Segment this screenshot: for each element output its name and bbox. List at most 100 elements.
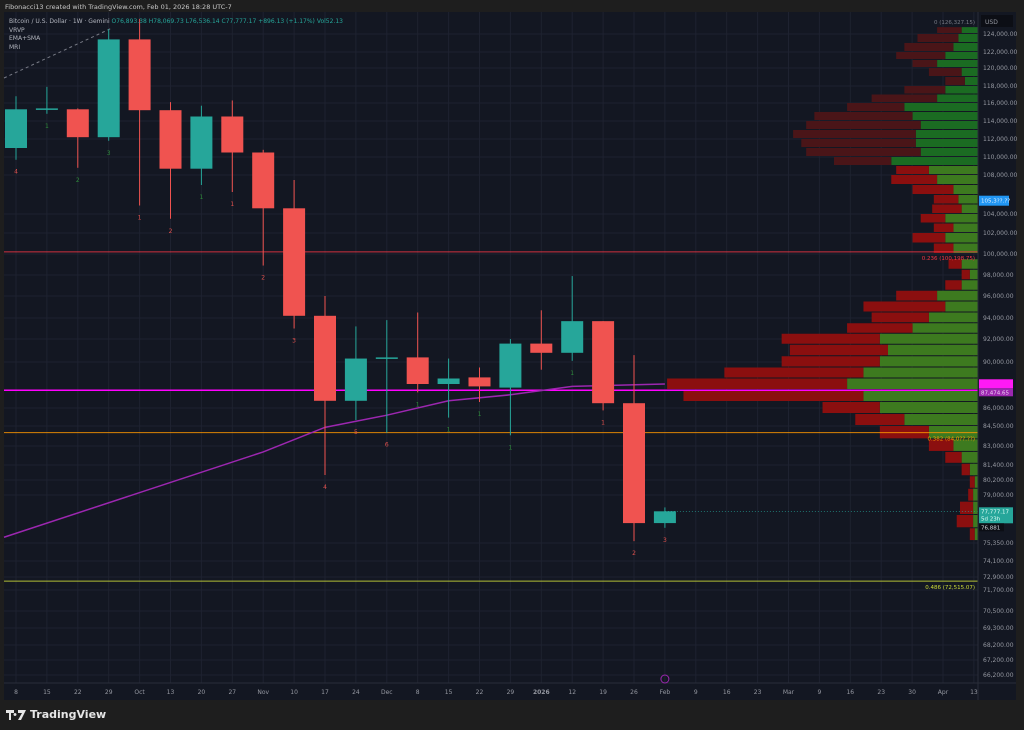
volume-profile-up-bar <box>945 233 978 243</box>
volume-profile-down-bar <box>904 43 954 51</box>
volume-profile-down-bar <box>928 439 954 451</box>
tradingview-logo[interactable]: TradingView <box>6 708 106 721</box>
volume-value: Vol52.13 <box>316 18 343 25</box>
candle-body <box>406 357 429 384</box>
mri-count-label: 6 <box>385 442 389 449</box>
volume-profile-up-bar <box>973 488 978 501</box>
volume-profile-down-bar <box>969 528 975 541</box>
volume-profile-up-bar <box>937 60 978 67</box>
candle-body <box>375 357 398 359</box>
mri-count-label: 2 <box>169 228 173 235</box>
time-axis-label: Nov <box>257 689 269 696</box>
time-axis-label: 2026 <box>533 689 550 696</box>
price-axis-label: 69,300.00 <box>983 625 1014 632</box>
price-axis-label: 74,100.00 <box>983 558 1014 565</box>
volume-profile-down-bar <box>912 60 938 67</box>
volume-profile-down-bar <box>920 214 946 223</box>
volume-profile-up-bar <box>953 243 978 253</box>
blue-price-badge-label: 105,3??.?? <box>981 199 1010 205</box>
candle-body <box>653 511 676 524</box>
volume-profile-up-bar <box>961 204 978 213</box>
volume-profile-down-bar <box>793 130 916 138</box>
volume-profile-up-bar <box>961 280 978 290</box>
mri-count-label: 2 <box>632 550 636 557</box>
candle-body <box>561 321 584 353</box>
close-value: C77,777.17 <box>221 18 257 25</box>
indicator-mri[interactable]: MRI <box>9 43 21 51</box>
candle-body <box>35 108 58 110</box>
indicator-ema-sma[interactable]: EMA+SMA <box>9 35 41 42</box>
time-axis-label: 9 <box>817 689 821 696</box>
time-axis-label: Dec <box>381 689 393 696</box>
price-axis-label: 70,500.00 <box>983 608 1014 615</box>
price-axis-label: 112,000.00 <box>983 136 1018 143</box>
candle-body <box>499 343 522 388</box>
candle-body <box>468 377 491 387</box>
volume-profile-down-bar <box>806 148 921 156</box>
mri-count-label: 1 <box>138 214 142 221</box>
volume-profile-up-bar <box>863 367 978 378</box>
time-axis-label: Apr <box>938 689 949 696</box>
volume-profile-down-bar <box>917 34 959 42</box>
event-marker-icon <box>660 674 670 684</box>
candle-body <box>97 39 120 138</box>
poc-badge-label: 87,474.65 <box>981 390 1009 396</box>
volume-profile-up-bar <box>920 121 978 129</box>
price-axis-label: 71,700.00 <box>983 587 1014 594</box>
volume-profile-up-bar <box>879 402 978 413</box>
time-axis-label: 26 <box>630 689 638 696</box>
trend-line <box>3 27 113 79</box>
mri-count-label: 3 <box>663 537 667 544</box>
currency-label: USD <box>985 19 998 26</box>
volume-profile-down-bar <box>834 157 892 165</box>
volume-profile-down-bar <box>960 501 974 514</box>
price-axis-label: 79,000.00 <box>983 492 1014 499</box>
time-axis-label: 29 <box>105 689 113 696</box>
poc-badge <box>979 388 1013 397</box>
candle-body <box>344 358 367 401</box>
time-axis-label: 16 <box>723 689 731 696</box>
volume-profile-up-bar <box>973 501 978 514</box>
volume-profile-down-bar <box>933 243 954 253</box>
volume-profile-up-bar <box>961 27 978 33</box>
fib-level-label: 0 (126,327.15) <box>934 20 975 26</box>
volume-profile-down-bar <box>863 301 946 312</box>
time-axis-label: 23 <box>754 689 762 696</box>
price-axis-label: 116,000.00 <box>983 100 1018 107</box>
volume-profile-down-bar <box>822 402 880 413</box>
volume-profile-up-bar <box>847 378 978 389</box>
symbol-ohlc-row[interactable]: Bitcoin / U.S. Dollar · 1W · Gemini O76,… <box>9 18 343 27</box>
volume-profile-up-bar <box>953 43 978 51</box>
time-axis-label: 8 <box>14 689 18 696</box>
volume-profile-up-bar <box>969 463 978 476</box>
volume-profile-down-bar <box>956 515 974 528</box>
volume-profile-down-bar <box>847 103 905 111</box>
volume-profile-down-bar <box>871 94 938 102</box>
volume-profile-up-bar <box>863 390 978 401</box>
volume-profile-down-bar <box>933 223 954 232</box>
volume-profile-up-bar <box>961 259 978 269</box>
indicator-vrvp[interactable]: VRVP <box>9 26 25 34</box>
time-axis-label: Mar <box>783 689 795 696</box>
time-axis-label: 17 <box>321 689 329 696</box>
volume-profile-down-bar <box>945 451 962 463</box>
brand-name: TradingView <box>30 708 107 721</box>
volume-profile-down-bar <box>724 367 864 378</box>
volume-profile-down-bar <box>912 185 954 194</box>
candle-body <box>190 116 213 169</box>
volume-profile-down-bar <box>683 390 864 401</box>
time-axis-label: 20 <box>198 689 206 696</box>
price-axis-label: 81,400.00 <box>983 462 1014 469</box>
price-axis-label: 84,500.00 <box>983 423 1014 430</box>
volume-profile-down-bar <box>968 488 974 501</box>
time-axis-label: 15 <box>445 689 453 696</box>
time-axis-label: 15 <box>43 689 51 696</box>
volume-profile-down-bar <box>912 233 946 243</box>
candle-body <box>5 109 27 148</box>
volume-profile-up-bar <box>964 77 978 85</box>
volume-profile-up-bar <box>879 356 978 367</box>
price-axis-label: 75,350.00 <box>983 540 1014 547</box>
volume-profile-down-bar <box>948 259 962 269</box>
volume-profile-up-bar <box>879 333 978 344</box>
